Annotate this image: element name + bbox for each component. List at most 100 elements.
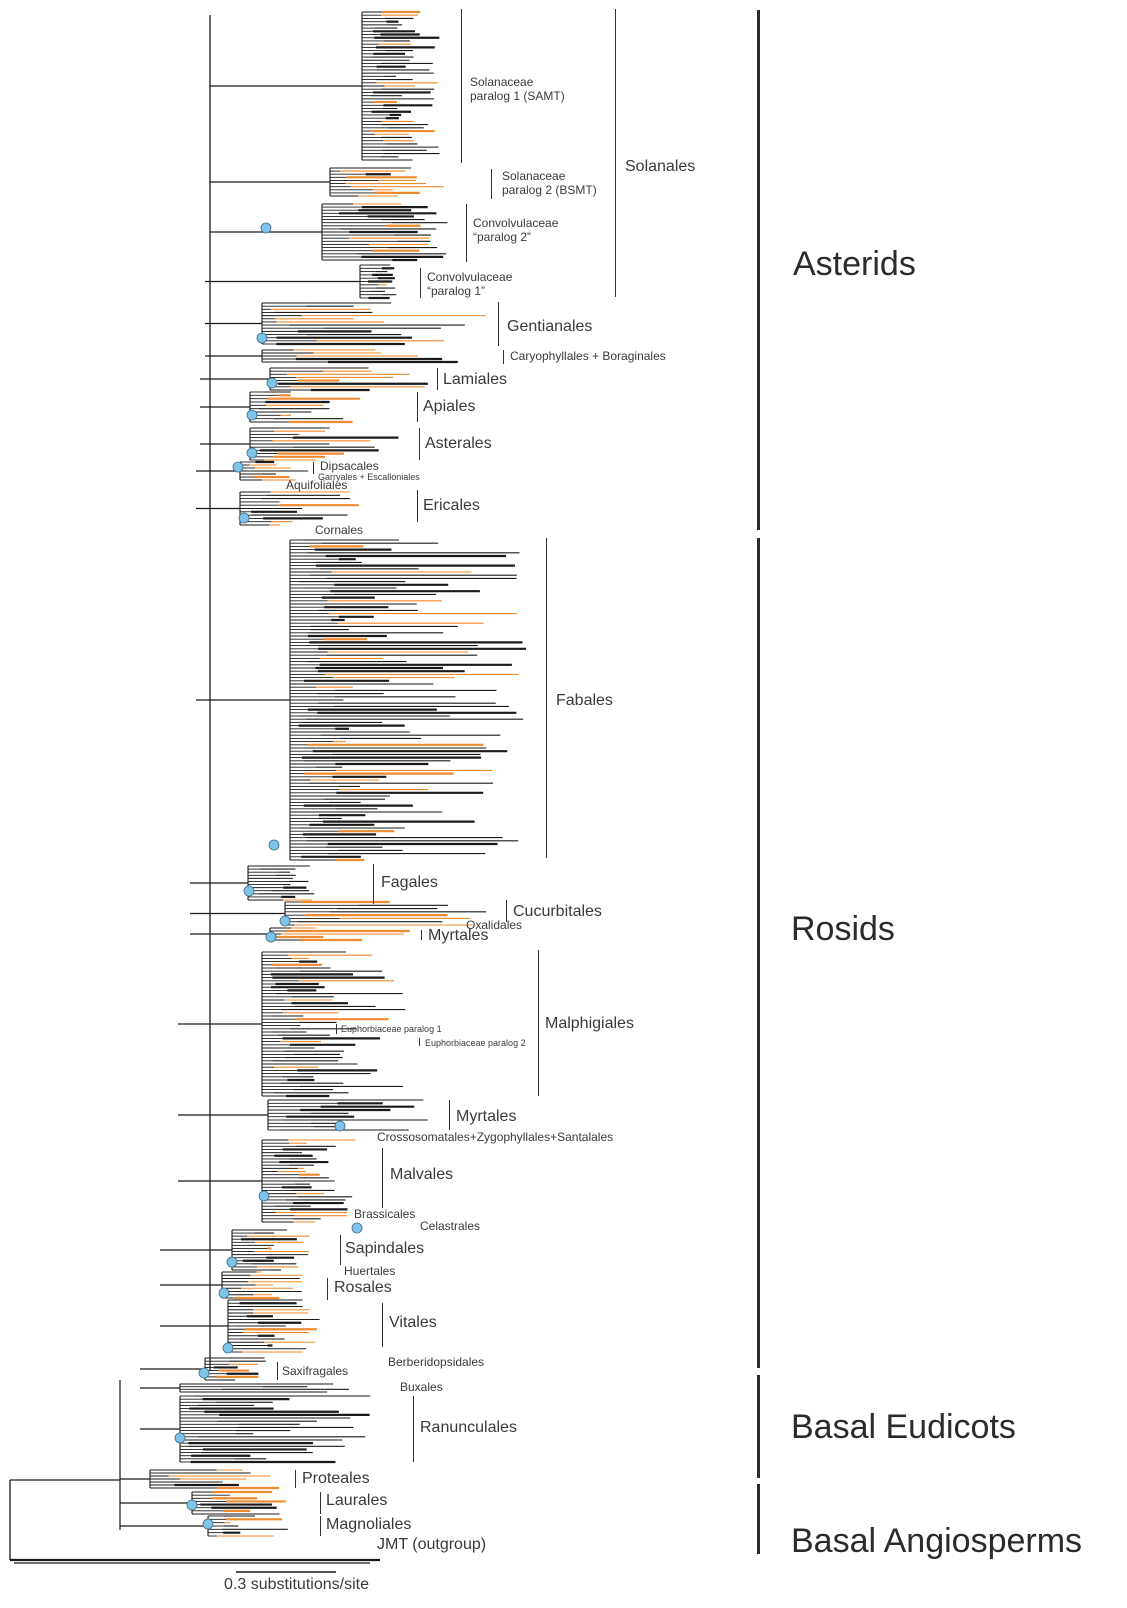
scale-bar-label: 0.3 substitutions/site (224, 1576, 369, 1593)
asterales-label: Asterales (425, 435, 492, 452)
myrtales-2-bracket (449, 1100, 450, 1130)
gentianales-label: Gentianales (507, 318, 593, 335)
rosales-label: Rosales (334, 1279, 392, 1296)
proteales-label: Proteales (302, 1470, 370, 1487)
cornales-label: Cornales (315, 523, 364, 537)
node-marker (243, 885, 255, 897)
convolvulaceae-paralog-1-label: Convolvulaceae “paralog 1” (427, 270, 513, 298)
convolvulaceae-paralog-2-label: Convolvulaceae “paralog 2” (473, 216, 559, 244)
node-marker (266, 377, 278, 389)
node-marker (258, 1190, 270, 1202)
node-marker (202, 1518, 214, 1530)
node-marker (246, 447, 258, 459)
brassicales-label: Brassicales (354, 1207, 416, 1221)
saxifragales-bracket (277, 1362, 278, 1380)
malphigiales-label: Malphigiales (545, 1015, 634, 1032)
asterales-bracket (419, 428, 420, 460)
lamiales-bracket (437, 368, 438, 390)
saxifragales-label: Saxifragales (282, 1364, 349, 1378)
buxales-label: Buxales (400, 1380, 443, 1394)
vitales-label: Vitales (389, 1314, 437, 1331)
node-marker (351, 1222, 363, 1234)
myrtales-label-2: Myrtales (456, 1108, 517, 1125)
berberidopsidales-label: Berberidopsidales (388, 1355, 485, 1369)
huertales-label: Huertales (344, 1264, 396, 1278)
node-marker (256, 332, 268, 344)
basal-eudicots-label: Basal Eudicots (791, 1408, 1016, 1446)
cucurbitales-label: Cucurbitales (513, 903, 602, 920)
asterids-bracket (757, 10, 760, 530)
node-marker (265, 931, 277, 943)
node-marker (232, 461, 244, 473)
celastrales-label: Celastrales (420, 1219, 481, 1233)
node-marker (238, 512, 250, 524)
rosids-bracket (757, 538, 760, 1368)
magnoliales-bracket (320, 1516, 321, 1536)
solanales-label: Solanales (625, 158, 696, 175)
solanaceae-p2-bracket (491, 169, 492, 199)
node-marker (334, 1120, 346, 1132)
solanaceae-p1-bracket (461, 9, 462, 163)
ericales-label: Ericales (423, 497, 480, 514)
node-marker (218, 1287, 230, 1299)
fagales-label: Fagales (381, 874, 438, 891)
euphorbiaceae-paralog-1-label: Euphorbiaceae paralog 1 (341, 1024, 442, 1034)
malphigiales-bracket (538, 950, 539, 1096)
fagales-bracket (373, 864, 374, 904)
magnoliales-label: Magnoliales (326, 1516, 412, 1533)
apiales-bracket (417, 392, 418, 422)
apiales-label: Apiales (423, 398, 476, 415)
euph-p2-bracket (419, 1038, 420, 1046)
rosales-bracket (327, 1278, 328, 1300)
vitales-bracket (382, 1303, 383, 1347)
basal-angiosperms-bracket (757, 1484, 760, 1554)
solanaceae-paralog-1-label: Solanaceae paralog 1 (SAMT) (470, 75, 565, 103)
myrtales-1-bracket (421, 930, 422, 940)
convolvulaceae-p1-bracket (420, 268, 421, 298)
laurales-label: Laurales (326, 1492, 388, 1509)
ranunculales-label: Ranunculales (420, 1419, 517, 1436)
convolvulaceae-p2-bracket (466, 204, 467, 262)
fabales-bracket (546, 538, 547, 858)
node-marker (260, 222, 272, 234)
proteales-bracket (295, 1470, 296, 1488)
oxalidales-label: Oxalidales (466, 918, 523, 932)
basal-angiosperms-label: Basal Angiosperms (791, 1522, 1083, 1560)
node-marker (226, 1256, 238, 1268)
node-marker (198, 1367, 210, 1379)
rosids-label: Rosids (791, 910, 895, 948)
euphorbiaceae-paralog-2-label: Euphorbiaceae paralog 2 (425, 1038, 526, 1048)
node-marker (279, 915, 291, 927)
aquifoliales-label: Aquifoliales (286, 478, 348, 492)
euph-p1-bracket (336, 1024, 337, 1034)
ranunculales-bracket (413, 1396, 414, 1462)
outgroup-label: JMT (outgroup) (377, 1536, 487, 1553)
solanales-bracket (615, 9, 616, 297)
asterids-label: Asterids (793, 245, 916, 283)
garryales-label: Garryales + Escalloniales (318, 472, 420, 482)
crossosomatales-label: Crossosomatales+Zygophyllales+Santalales (377, 1130, 614, 1144)
caryophyllales-bracket (503, 350, 504, 364)
malvales-label: Malvales (390, 1166, 454, 1183)
caryophyllales-label: Caryophyllales + Boraginales (510, 349, 666, 363)
lamiales-label: Lamiales (443, 371, 508, 388)
ericales-bracket (417, 490, 418, 522)
solanaceae-paralog-2-label: Solanaceae paralog 2 (BSMT) (502, 169, 597, 197)
myrtales-label-1: Myrtales (428, 927, 489, 944)
dipsacales-label: Dipsacales (320, 459, 379, 473)
dipsacales-bracket (313, 462, 314, 474)
malvales-bracket (382, 1148, 383, 1208)
gentianales-bracket (498, 302, 499, 346)
node-marker (246, 409, 258, 421)
fabales-label: Fabales (556, 692, 613, 709)
sapindales-bracket (340, 1235, 341, 1265)
laurales-bracket (320, 1492, 321, 1514)
basal-eudicots-bracket (757, 1375, 760, 1478)
node-marker (222, 1342, 234, 1354)
node-marker (174, 1432, 186, 1444)
cucurbitales-bracket (506, 900, 507, 922)
node-marker (186, 1499, 198, 1511)
node-marker (268, 839, 280, 851)
sapindales-label: Sapindales (345, 1240, 425, 1257)
